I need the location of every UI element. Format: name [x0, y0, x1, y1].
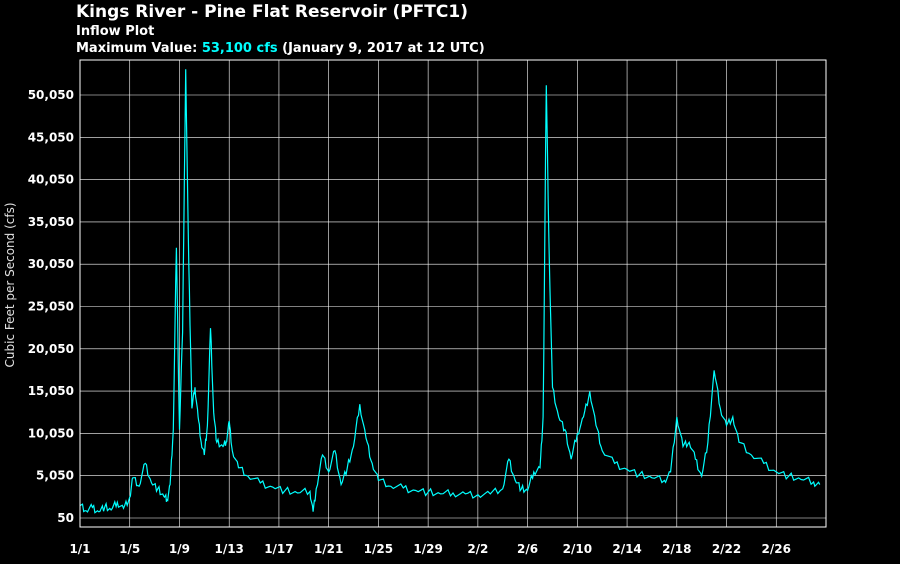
x-tick-label: 1/17 [264, 542, 293, 556]
max-value: 53,100 cfs [201, 41, 278, 56]
x-tick-label: 1/9 [169, 542, 190, 556]
x-tick-label: 1/25 [364, 542, 393, 556]
chart-subtitle: Inflow Plot [76, 24, 155, 39]
title-block: Kings River - Pine Flat Reservoir (PFTC1… [76, 2, 485, 57]
grid [79, 60, 826, 527]
x-tick-label: 2/10 [563, 542, 592, 556]
y-tick-label: 50,050 [28, 88, 74, 102]
inflow-series-line [79, 69, 821, 514]
max-value-label: Maximum Value: [76, 41, 198, 56]
x-tick-label: 2/14 [612, 542, 641, 556]
y-tick-label: 10,050 [28, 426, 74, 440]
x-tick-label: 2/26 [762, 542, 791, 556]
y-tick-label: 5,050 [36, 469, 74, 483]
y-tick-label: 25,050 [28, 300, 74, 314]
y-tick-label: 40,050 [28, 173, 74, 187]
plot-frame [79, 59, 827, 528]
x-tick-label: 1/13 [214, 542, 243, 556]
x-axis-ticks: 1/1 1/5 1/9 1/13 1/17 1/21 1/25 1/29 2/2 2/6 2/10 2… [69, 542, 791, 556]
x-tick-label: 2/2 [467, 542, 488, 556]
x-tick-label: 1/1 [69, 542, 90, 556]
y-tick-label: 50 [57, 511, 74, 525]
y-tick-label: 45,050 [28, 130, 74, 144]
max-value-line: Maximum Value: 53,100 cfs (January 9, 20… [76, 40, 485, 57]
x-tick-label: 1/5 [119, 542, 140, 556]
x-tick-label: 2/6 [517, 542, 538, 556]
x-tick-label: 2/22 [712, 542, 741, 556]
chart-title: Kings River - Pine Flat Reservoir (PFTC1… [76, 2, 468, 22]
max-value-time: (January 9, 2017 at 12 UTC) [282, 41, 485, 56]
x-tick-label: 1/21 [314, 542, 343, 556]
y-tick-label: 30,050 [28, 257, 74, 271]
y-axis-label: Cubic Feet per Second (cfs) [3, 202, 17, 367]
x-tick-label: 2/18 [662, 542, 691, 556]
x-tick-label: 1/29 [413, 542, 442, 556]
y-tick-label: 35,050 [28, 215, 74, 229]
y-tick-label: 15,050 [28, 384, 74, 398]
y-tick-label: 20,050 [28, 342, 74, 356]
y-axis-ticks: 50 5,050 10,050 15,050 20,050 25,050 30,050 35,… [28, 88, 74, 525]
